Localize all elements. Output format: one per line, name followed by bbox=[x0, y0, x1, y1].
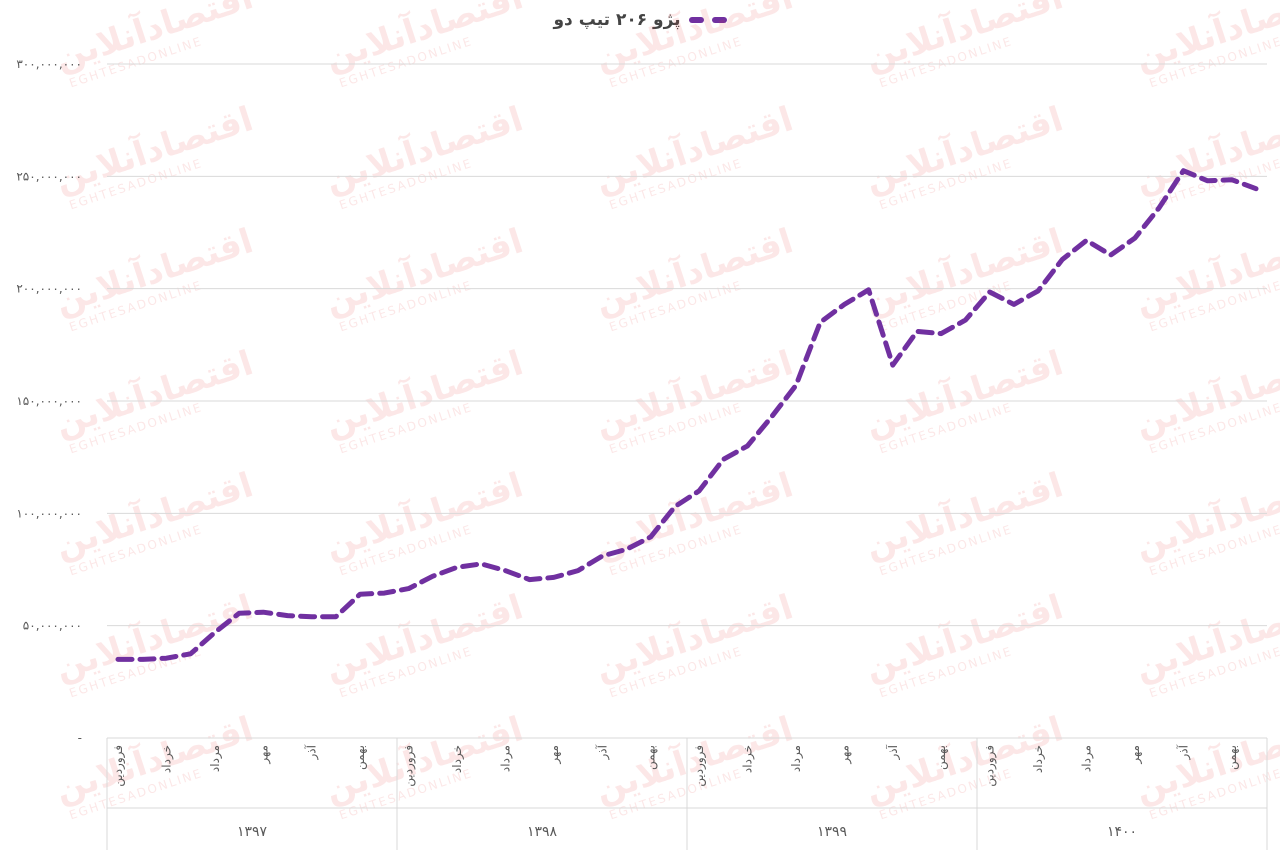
series-line bbox=[115, 168, 1259, 662]
y-tick-label: ۲۰۰,۰۰۰,۰۰۰ bbox=[16, 282, 82, 296]
year-label: ۱۳۹۷ bbox=[237, 824, 268, 840]
y-tick-label: - bbox=[78, 731, 82, 745]
month-label: آذر bbox=[304, 744, 320, 760]
legend-swatch bbox=[688, 17, 727, 23]
month-label: مهر bbox=[837, 745, 852, 765]
month-label: بهمن bbox=[644, 745, 659, 770]
month-label: خرداد bbox=[159, 745, 174, 773]
month-label: آذر bbox=[594, 744, 610, 760]
month-label: فروردین bbox=[111, 745, 126, 787]
year-label: ۱۳۹۸ bbox=[527, 824, 558, 840]
year-label: ۱۴۰۰ bbox=[1107, 824, 1137, 840]
year-label: ۱۳۹۹ bbox=[817, 824, 847, 840]
month-label: مرداد bbox=[789, 745, 804, 772]
month-label: آذر bbox=[1175, 744, 1191, 760]
month-label: مرداد bbox=[498, 745, 513, 772]
month-label: مهر bbox=[1128, 745, 1143, 765]
month-label: مرداد bbox=[208, 745, 223, 772]
month-label: فروردین bbox=[402, 745, 417, 787]
month-label: بهمن bbox=[1225, 745, 1240, 770]
month-label: خرداد bbox=[741, 745, 756, 773]
y-tick-label: ۱۵۰,۰۰۰,۰۰۰ bbox=[16, 394, 82, 408]
y-tick-label: ۲۵۰,۰۰۰,۰۰۰ bbox=[16, 169, 82, 183]
month-label: فروردین bbox=[692, 745, 707, 787]
y-tick-label: ۱۰۰,۰۰۰,۰۰۰ bbox=[16, 506, 82, 520]
month-label: فروردین bbox=[983, 745, 998, 787]
month-label: خرداد bbox=[1031, 745, 1046, 773]
svg-text:اقتصادآنلاین: اقتصادآنلاین bbox=[860, 0, 1068, 79]
svg-text:اقتصادآنلاین: اقتصادآنلاین bbox=[320, 0, 528, 79]
month-label: مرداد bbox=[1080, 745, 1095, 772]
y-tick-label: ۵۰,۰۰۰,۰۰۰ bbox=[23, 619, 82, 633]
month-label: آذر bbox=[885, 744, 901, 760]
month-label: مهر bbox=[256, 745, 271, 765]
legend-label: پژو ۲۰۶ تیپ دو bbox=[553, 10, 681, 30]
svg-text:اقتصادآنلاین: اقتصادآنلاین bbox=[590, 0, 798, 79]
month-label: بهمن bbox=[353, 745, 368, 770]
legend: پژو ۲۰۶ تیپ دو bbox=[0, 10, 1280, 30]
y-tick-label: ۳۰۰,۰۰۰,۰۰۰ bbox=[16, 57, 82, 71]
month-label: خرداد bbox=[450, 745, 465, 773]
month-label: بهمن bbox=[934, 745, 949, 770]
month-label: مهر bbox=[547, 745, 562, 765]
